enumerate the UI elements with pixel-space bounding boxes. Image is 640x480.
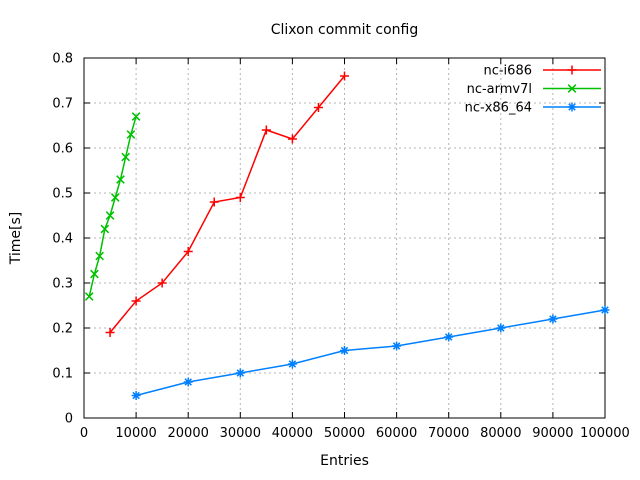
series-nc-armv7l bbox=[84, 112, 141, 301]
x-tick-label: 70000 bbox=[428, 426, 469, 441]
x-tick-label: 90000 bbox=[532, 426, 573, 441]
x-tick-label: 100000 bbox=[580, 426, 630, 441]
x-tick-label: 80000 bbox=[480, 426, 521, 441]
x-tick-label: 50000 bbox=[324, 426, 365, 441]
legend-marker-cross bbox=[567, 84, 577, 93]
legend-label: nc-armv7l bbox=[467, 82, 532, 97]
x-tick-label: 20000 bbox=[168, 426, 209, 441]
series-nc-x86_64 bbox=[131, 305, 610, 400]
y-tick-label: 0.8 bbox=[52, 52, 73, 67]
x-tick-label: 0 bbox=[80, 426, 88, 441]
x-tick-label: 10000 bbox=[115, 426, 156, 441]
legend-entry-nc-armv7l: nc-armv7l bbox=[467, 82, 601, 97]
x-tick-label: 60000 bbox=[376, 426, 417, 441]
y-axis-label: Time[s] bbox=[8, 211, 24, 265]
series-markers-nc-i686 bbox=[105, 71, 349, 337]
series-markers-nc-armv7l bbox=[84, 112, 141, 301]
legend-marker-asterisk bbox=[567, 102, 577, 112]
x-tick-label: 30000 bbox=[220, 426, 261, 441]
series-line-nc-armv7l bbox=[88, 116, 137, 297]
series-line-nc-x86_64 bbox=[135, 309, 606, 397]
y-tick-label: 0.6 bbox=[52, 142, 73, 157]
y-tick-label: 0 bbox=[65, 412, 73, 427]
y-tick-label: 0.4 bbox=[52, 232, 73, 247]
chart-title: Clixon commit config bbox=[270, 22, 419, 38]
legend-entry-nc-x86_64: nc-x86_64 bbox=[465, 101, 601, 116]
series-line-nc-i686 bbox=[109, 75, 346, 333]
legend-label: nc-x86_64 bbox=[465, 101, 532, 116]
y-tick-label: 0.3 bbox=[52, 277, 73, 292]
y-tick-label: 0.5 bbox=[52, 187, 73, 202]
series-nc-i686 bbox=[105, 71, 349, 337]
legend-label: nc-i686 bbox=[483, 64, 532, 79]
x-axis-label: Entries bbox=[320, 453, 369, 469]
legend-marker-plus bbox=[567, 65, 577, 75]
legend-entry-nc-i686: nc-i686 bbox=[483, 64, 601, 79]
x-tick-label: 40000 bbox=[272, 426, 313, 441]
y-tick-label: 0.2 bbox=[52, 322, 73, 337]
y-tick-label: 0.7 bbox=[52, 97, 73, 112]
legend: nc-i686 nc-armv7l nc-x86_64 bbox=[465, 64, 601, 116]
y-tick-label: 0.1 bbox=[52, 367, 73, 382]
series-markers-nc-x86_64 bbox=[131, 305, 610, 400]
